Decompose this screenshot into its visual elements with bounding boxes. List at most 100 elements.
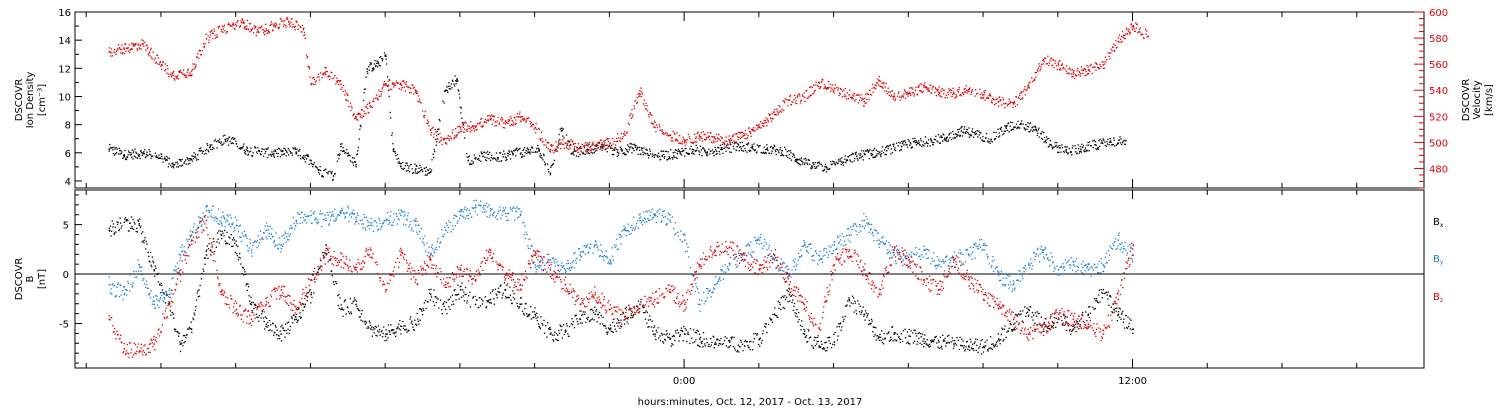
- data-point: [160, 284, 161, 285]
- data-point: [1003, 133, 1004, 134]
- data-point: [136, 231, 137, 232]
- data-point: [854, 100, 855, 101]
- data-point: [710, 133, 711, 134]
- data-point: [144, 149, 145, 150]
- data-point: [600, 323, 601, 324]
- data-point: [946, 137, 948, 139]
- data-point: [147, 46, 148, 47]
- data-point: [453, 304, 454, 305]
- data-point: [243, 146, 244, 147]
- data-point: [654, 325, 655, 326]
- data-point: [706, 137, 707, 138]
- data-point: [466, 294, 467, 295]
- data-point: [232, 239, 233, 240]
- data-point: [1082, 312, 1083, 313]
- data-point: [890, 96, 891, 97]
- data-point: [965, 349, 966, 350]
- data-point: [880, 337, 881, 338]
- data-point: [949, 133, 950, 134]
- data-point: [840, 322, 841, 323]
- data-point: [628, 151, 629, 152]
- data-point: [822, 79, 823, 80]
- data-point: [1022, 310, 1023, 311]
- data-point: [919, 85, 920, 86]
- data-point: [951, 139, 952, 140]
- data-point: [134, 222, 135, 223]
- data-point: [867, 313, 868, 314]
- data-point: [133, 152, 134, 153]
- data-point: [921, 344, 922, 345]
- data-point: [958, 91, 959, 92]
- data-point: [578, 156, 579, 157]
- data-point: [837, 163, 838, 164]
- data-point: [332, 275, 333, 276]
- data-point: [157, 273, 158, 274]
- data-point: [857, 160, 858, 161]
- data-point: [691, 153, 692, 154]
- data-point: [475, 127, 476, 128]
- data-point: [498, 124, 499, 125]
- data-point: [222, 231, 223, 232]
- data-point: [331, 72, 332, 73]
- data-point: [203, 271, 204, 272]
- data-point: [117, 48, 118, 49]
- data-point: [732, 142, 733, 143]
- data-point: [550, 149, 552, 151]
- data-point: [548, 169, 549, 170]
- data-point: [806, 90, 807, 91]
- data-point: [756, 129, 757, 130]
- data-point: [1124, 327, 1125, 328]
- data-point: [965, 133, 966, 134]
- data-point: [910, 95, 911, 96]
- data-point: [253, 152, 254, 153]
- data-point: [959, 337, 960, 338]
- data-point: [984, 100, 985, 101]
- data-point: [214, 31, 215, 32]
- top-left-tick-label: 10: [58, 92, 71, 103]
- data-point: [463, 132, 464, 133]
- data-point: [574, 327, 575, 328]
- data-point: [1044, 61, 1045, 62]
- data-point: [426, 167, 427, 168]
- data-point: [354, 299, 355, 300]
- data-point: [199, 296, 200, 297]
- data-point: [907, 342, 908, 343]
- data-point: [244, 28, 245, 29]
- data-point: [1043, 63, 1044, 64]
- data-point: [866, 316, 867, 317]
- data-point: [815, 162, 816, 163]
- data-point: [793, 154, 794, 155]
- data-point: [759, 338, 761, 340]
- data-point: [506, 297, 507, 298]
- data-point: [1010, 122, 1011, 123]
- data-point: [152, 261, 153, 262]
- data-point: [799, 319, 800, 320]
- data-point: [772, 314, 773, 315]
- data-point: [141, 152, 142, 153]
- data-point: [804, 101, 805, 102]
- data-point: [234, 239, 235, 240]
- data-point: [539, 129, 540, 130]
- data-point: [854, 93, 855, 94]
- data-point: [191, 74, 192, 75]
- data-point: [927, 339, 928, 340]
- data-point: [580, 148, 582, 150]
- data-point: [454, 135, 455, 136]
- data-point: [461, 297, 462, 298]
- data-point: [1093, 309, 1094, 310]
- data-point: [620, 320, 621, 321]
- data-point: [261, 317, 262, 318]
- data-point: [598, 147, 599, 148]
- data-point: [220, 143, 221, 144]
- data-point: [586, 149, 587, 150]
- data-point: [738, 351, 739, 352]
- data-point: [378, 99, 379, 100]
- data-point: [130, 228, 131, 229]
- data-point: [342, 309, 343, 310]
- data-point: [208, 248, 209, 249]
- data-point: [326, 172, 327, 173]
- data-point: [550, 167, 551, 168]
- data-point: [124, 150, 125, 151]
- data-point: [405, 325, 406, 326]
- data-point: [883, 343, 884, 344]
